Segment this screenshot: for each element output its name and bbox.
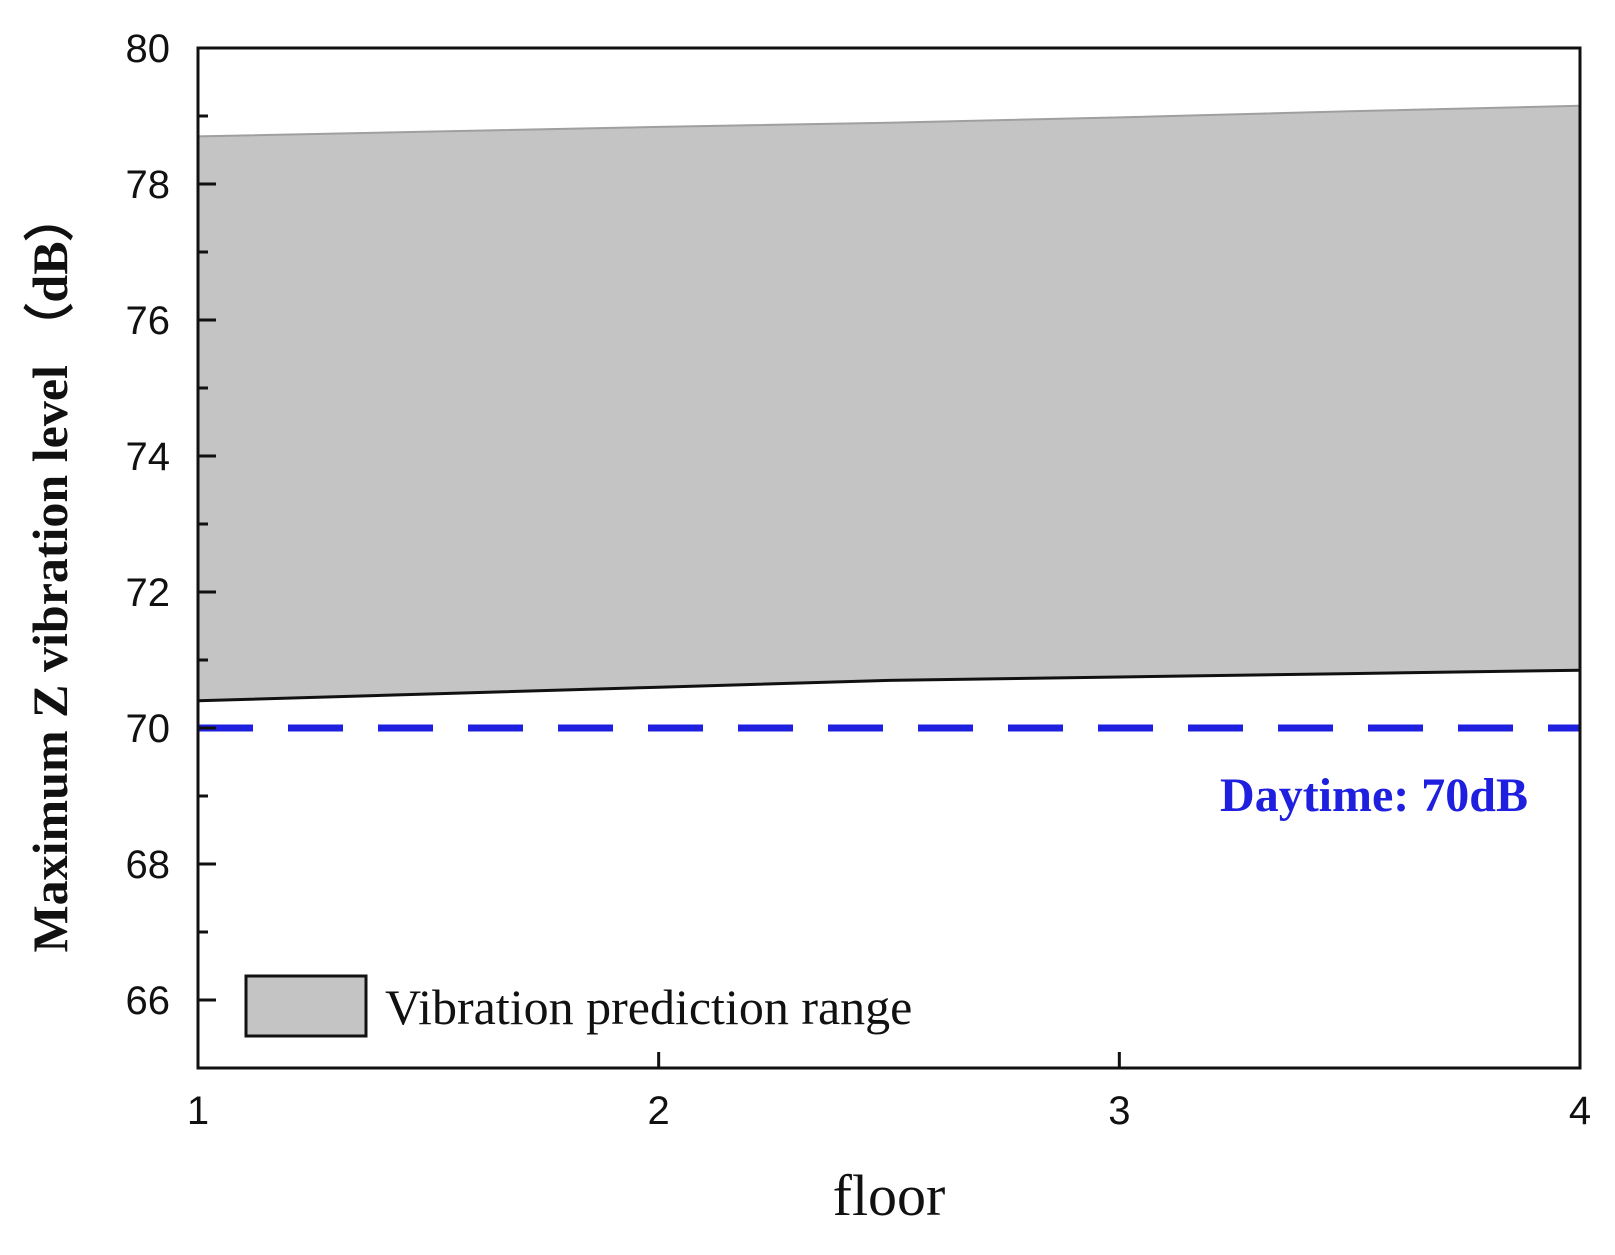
- legend-swatch-vibration-range: [244, 974, 368, 1038]
- y-axis-title: Maximum Z vibration level （dB）: [22, 191, 78, 952]
- x-tick-label-4: 4: [1569, 1089, 1591, 1133]
- x-axis-title: floor: [833, 1163, 946, 1228]
- legend: Vibration prediction range: [244, 974, 912, 1038]
- y-tick-label-78: 78: [126, 163, 171, 207]
- y-tick-label-74: 74: [126, 435, 171, 479]
- plot-layer: Daytime: 70dB: [197, 104, 1581, 822]
- vibration-range-lower-edge: [197, 668, 1581, 703]
- x-tick-label-3: 3: [1108, 1089, 1130, 1133]
- vibration-range-area: [198, 105, 1580, 701]
- y-ticks: 66 68 70 72 74 76 78 80: [126, 27, 216, 1070]
- y-tick-label-66: 66: [126, 979, 171, 1023]
- daytime-threshold-label: Daytime: 70dB: [1220, 769, 1528, 822]
- vibration-range-upper-edge: [197, 104, 1581, 138]
- y-tick-label-68: 68: [126, 843, 171, 887]
- x-tick-label-1: 1: [187, 1089, 209, 1133]
- legend-label-vibration-range: Vibration prediction range: [385, 979, 912, 1035]
- y-tick-label-70: 70: [126, 707, 171, 751]
- plot-frame: [196, 46, 1582, 1070]
- y-tick-label-76: 76: [126, 299, 171, 343]
- axes-layer: 1 2 3 4 66 68 70 72 74 76 78 80: [126, 27, 1592, 1133]
- y-tick-label-72: 72: [126, 571, 171, 615]
- y-tick-label-80: 80: [126, 27, 171, 71]
- x-ticks: 1 2 3 4: [187, 1052, 1591, 1133]
- x-tick-label-2: 2: [648, 1089, 670, 1133]
